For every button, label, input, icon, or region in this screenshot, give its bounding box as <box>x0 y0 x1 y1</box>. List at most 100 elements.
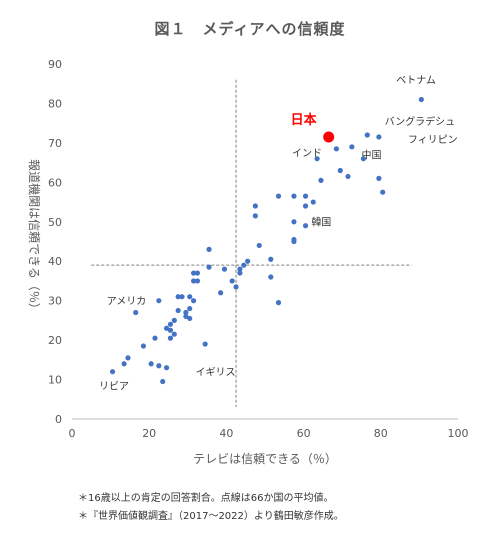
data-point <box>333 146 340 152</box>
x-tick-label: 20 <box>142 427 156 440</box>
data-point <box>349 144 355 150</box>
data-point <box>314 156 320 162</box>
data-point <box>190 278 197 284</box>
data-point <box>167 327 174 333</box>
data-point <box>194 270 201 276</box>
data-point <box>376 175 382 181</box>
footnote-1: ＊16歳以上の肯定の回答割合。点線は66か国の平均値。 <box>78 493 334 504</box>
data-point <box>194 278 201 284</box>
y-tick-label: 60 <box>48 176 62 189</box>
country-label: 韓国 <box>311 217 331 229</box>
data-point <box>171 317 177 323</box>
data-point <box>190 270 197 276</box>
data-point <box>291 193 297 199</box>
country-label: フィリピン <box>408 134 458 146</box>
data-point <box>167 335 174 341</box>
data-point <box>121 361 127 367</box>
data-point <box>310 199 316 205</box>
data-point <box>187 315 193 322</box>
country-label: イギリス <box>196 367 236 379</box>
country-label: ベトナム <box>396 75 436 87</box>
data-point <box>418 96 424 103</box>
y-tick-label: 40 <box>48 255 62 268</box>
data-point <box>256 242 262 249</box>
data-point <box>221 266 228 272</box>
average-lines <box>91 79 412 408</box>
data-point <box>187 305 193 312</box>
x-tick-label: 100 <box>448 427 469 440</box>
data-point <box>380 189 386 195</box>
data-point <box>175 294 181 300</box>
country-label: バングラデシュ <box>385 115 456 128</box>
data-point <box>206 246 212 252</box>
y-tick-label: 90 <box>48 58 62 71</box>
data-point <box>268 274 274 280</box>
data-point <box>125 355 131 361</box>
data-point <box>275 300 282 306</box>
data-points: 日本 <box>109 96 424 385</box>
data-point <box>318 177 324 183</box>
data-point <box>156 363 162 369</box>
data-point <box>160 378 166 385</box>
data-point <box>302 203 309 209</box>
y-tick-label: 70 <box>48 137 62 150</box>
data-point <box>187 294 193 300</box>
data-point <box>179 294 185 300</box>
data-point <box>291 219 297 225</box>
data-point <box>345 173 351 180</box>
data-point <box>171 331 177 337</box>
data-point <box>364 132 370 138</box>
country-label: リビア <box>99 380 129 392</box>
data-point-japan <box>323 131 335 143</box>
data-point <box>252 203 258 209</box>
data-point <box>163 365 170 371</box>
data-point <box>152 335 158 341</box>
data-point <box>140 343 147 349</box>
data-point <box>148 361 154 367</box>
x-tick-label: 0 <box>69 427 76 440</box>
data-point <box>275 193 282 199</box>
data-point <box>133 309 139 316</box>
data-point <box>360 156 367 162</box>
chart-title: 図１ メディアへの信頼度 <box>154 20 346 38</box>
data-point <box>337 167 343 174</box>
data-point <box>183 313 189 320</box>
y-tick-label: 50 <box>48 216 62 229</box>
footnote-2: ＊『世界価値観調査』（2017～2022）より鶴田敏彦作成。 <box>78 511 344 522</box>
y-tick-label: 0 <box>55 413 62 426</box>
data-point <box>291 238 297 245</box>
country-label: アメリカ <box>107 296 146 308</box>
x-tick-label: 40 <box>219 427 233 440</box>
data-point <box>202 341 208 347</box>
data-point <box>183 309 189 316</box>
y-tick-label: 30 <box>48 295 62 308</box>
country-label: 中国 <box>362 149 382 162</box>
data-point <box>376 134 382 140</box>
data-point <box>302 223 309 229</box>
data-point <box>268 256 274 262</box>
data-point <box>241 262 247 268</box>
y-tick-label: 80 <box>48 97 62 110</box>
data-point <box>109 369 116 375</box>
data-point <box>190 298 197 304</box>
data-point <box>163 325 170 331</box>
country-label: インド <box>292 149 322 160</box>
x-tick-label: 60 <box>297 427 311 440</box>
data-point <box>245 258 251 264</box>
data-point <box>156 298 162 304</box>
data-point <box>237 270 243 276</box>
data-point <box>206 264 212 270</box>
axes: 0 20 40 60 80 100 0 10 20 30 40 50 60 70 80 90 <box>48 58 469 440</box>
data-point <box>252 213 258 219</box>
data-point <box>175 307 181 314</box>
x-axis-label: テレビは信頼できる（％） <box>193 452 337 466</box>
data-point <box>302 193 309 199</box>
label-japan: 日本 <box>291 112 317 128</box>
y-axis-label: 報道機関は信頼できる（％） <box>27 159 42 315</box>
data-point <box>229 278 235 284</box>
x-tick-label: 80 <box>374 427 388 440</box>
data-point <box>167 321 174 327</box>
y-tick-label: 10 <box>48 374 62 387</box>
